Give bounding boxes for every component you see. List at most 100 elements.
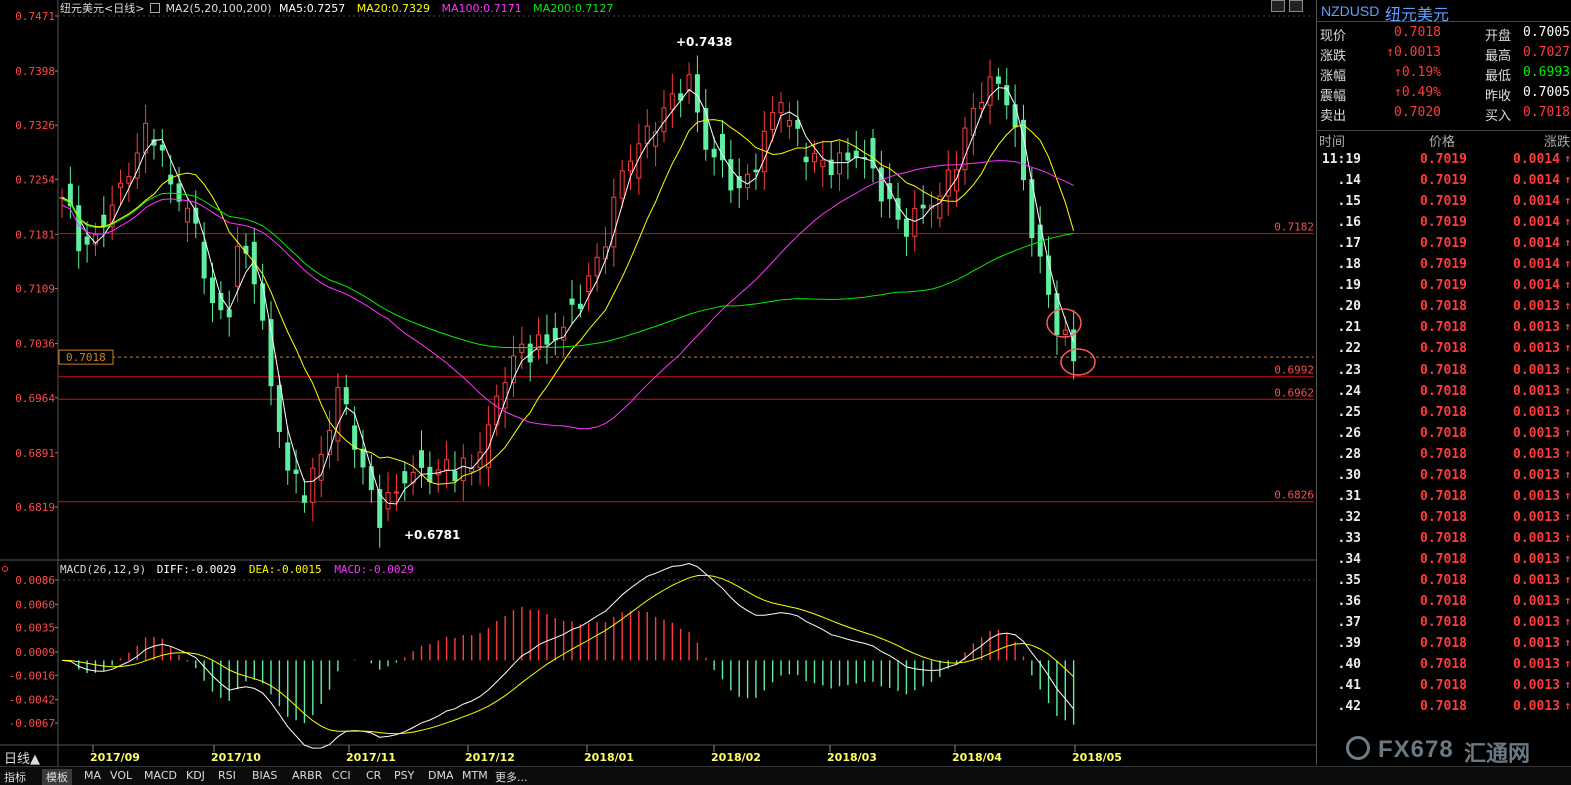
candle-body xyxy=(837,152,843,175)
indicator-tab[interactable]: MA xyxy=(84,769,102,782)
tick-row: .24 0.7018 0.0013 ↑ xyxy=(1317,384,1571,405)
tick-price: 0.7018 xyxy=(1420,425,1467,441)
candle-body xyxy=(770,112,776,130)
macd-tick-label: -0.0016 xyxy=(9,669,55,682)
quote-label: 买入 xyxy=(1485,109,1512,124)
macd-indicator-dot[interactable] xyxy=(2,566,8,572)
chart-type-icon[interactable] xyxy=(149,3,160,13)
quote-value: 0.7005 xyxy=(1523,85,1570,100)
up-arrow-icon: ↑ xyxy=(1564,383,1571,397)
tick-time: .37 xyxy=(1337,615,1361,631)
panel-toggle-icon[interactable] xyxy=(1271,0,1285,12)
candle-body xyxy=(619,170,625,199)
indicator-tab[interactable]: 指标 xyxy=(4,771,26,784)
candle-body xyxy=(268,319,274,387)
candle-body xyxy=(218,292,224,311)
low-annotation: +0.6781 xyxy=(404,528,460,542)
indicator-tab[interactable]: PSY xyxy=(394,769,415,782)
candle-body xyxy=(669,93,675,110)
tick-time: .24 xyxy=(1337,383,1361,399)
indicator-tab[interactable]: MACD xyxy=(144,769,177,782)
tick-price: 0.7018 xyxy=(1420,509,1467,525)
up-arrow-icon: ↑ xyxy=(1564,362,1571,376)
tick-change: 0.0013 xyxy=(1513,320,1560,336)
candle-body xyxy=(293,469,299,474)
level-label: 0.7182 xyxy=(1274,221,1314,234)
price-tick-label: 0.7181 xyxy=(15,228,55,241)
macd-tick-label: 0.0060 xyxy=(15,598,55,611)
macd-diff: DIFF:-0.0029 xyxy=(156,563,237,576)
watermark-brand: FX678 xyxy=(1378,736,1454,763)
candle-body xyxy=(853,150,859,159)
month-label: 2018/02 xyxy=(711,751,761,764)
indicator-tab[interactable]: MTM xyxy=(462,769,488,782)
up-arrow-icon: ↑ xyxy=(1564,425,1571,439)
tick-row: .16 0.7019 0.0014 ↑ xyxy=(1317,215,1571,236)
candle-body xyxy=(962,127,968,171)
kline-chart[interactable]: 0.7471 0.7398 0.7326 0.7254 0.7181 0.7109 0.70… xyxy=(0,0,1316,766)
candle-body xyxy=(577,303,583,309)
candle-body xyxy=(569,298,575,305)
indicator-tab[interactable]: BIAS xyxy=(252,769,278,782)
tick-change: 0.0013 xyxy=(1513,678,1560,694)
month-label: 2017/11 xyxy=(346,751,396,764)
tick-price: 0.7018 xyxy=(1420,636,1467,652)
fx678-watermark: FX678 汇通网 xyxy=(1340,736,1550,767)
candle-body xyxy=(753,169,759,173)
candle-body xyxy=(820,159,826,168)
candle-body xyxy=(419,450,425,468)
quote-value: ↑0.0013 xyxy=(1386,45,1441,60)
candle-body xyxy=(301,495,307,503)
candle-body xyxy=(628,160,634,172)
instrument-label: 纽元美元<日线> xyxy=(60,2,145,15)
tick-time: .31 xyxy=(1337,488,1361,504)
indicator-tab[interactable]: RSI xyxy=(218,769,236,782)
candle-body xyxy=(979,101,985,109)
up-arrow-icon: ↑ xyxy=(1564,678,1571,692)
indicator-tab[interactable]: CCI xyxy=(332,769,351,782)
up-arrow-icon: ↑ xyxy=(1564,699,1571,713)
candle-body xyxy=(903,218,909,237)
indicator-tab[interactable]: ARBR xyxy=(292,769,323,782)
quote-label: 开盘 xyxy=(1485,29,1512,44)
up-arrow-icon: ↑ xyxy=(1564,404,1571,418)
price-tick-label: 0.6964 xyxy=(15,392,55,405)
tick-header-time: 时间 xyxy=(1319,135,1346,150)
tick-price: 0.7018 xyxy=(1420,573,1467,588)
panel-expand-icon[interactable] xyxy=(1289,0,1303,12)
up-arrow-icon: ↑ xyxy=(1564,446,1571,460)
candle-body xyxy=(694,74,700,113)
highlight-circle xyxy=(1060,348,1096,376)
period-selector[interactable]: 日线▲ xyxy=(4,752,40,767)
candle-body xyxy=(845,152,851,161)
macd-title: MACD(26,12,9) xyxy=(60,563,147,576)
candle-body xyxy=(276,385,282,432)
tick-header-price: 价格 xyxy=(1429,135,1456,150)
price-tick-label: 0.7036 xyxy=(15,338,55,351)
ma200-value: MA200:0.7127 xyxy=(533,2,614,15)
indicator-tab[interactable]: VOL xyxy=(110,769,133,782)
current-price-box xyxy=(58,349,114,365)
up-arrow-icon: ↑ xyxy=(1564,530,1571,544)
candle-body xyxy=(176,183,182,202)
tick-price: 0.7018 xyxy=(1420,594,1467,610)
up-arrow-icon: ↑ xyxy=(1564,509,1571,523)
candle-body xyxy=(452,470,458,482)
indicator-tab[interactable]: KDJ xyxy=(186,769,205,782)
indicator-tab[interactable]: 模板 xyxy=(42,769,72,785)
candle-body xyxy=(343,387,349,405)
quote-row: 现价 0.7018 开盘 0.7005 xyxy=(1317,25,1571,45)
ma100-value: MA100:0.7171 xyxy=(441,2,522,15)
quote-value: 0.6993 xyxy=(1523,65,1570,80)
indicator-tab[interactable]: CR xyxy=(366,769,382,782)
month-label: 2017/09 xyxy=(90,751,140,764)
up-arrow-icon: ↑ xyxy=(1564,341,1571,355)
fx678-logo-icon xyxy=(1346,736,1370,760)
indicator-tab[interactable]: 更多... xyxy=(495,771,528,784)
candle-body xyxy=(184,207,190,223)
indicator-tab[interactable]: DMA xyxy=(428,769,454,782)
up-arrow-icon: ↑ xyxy=(1564,194,1571,208)
candle-body xyxy=(1012,104,1018,128)
candle-body xyxy=(101,214,107,228)
candle-body xyxy=(937,195,943,219)
